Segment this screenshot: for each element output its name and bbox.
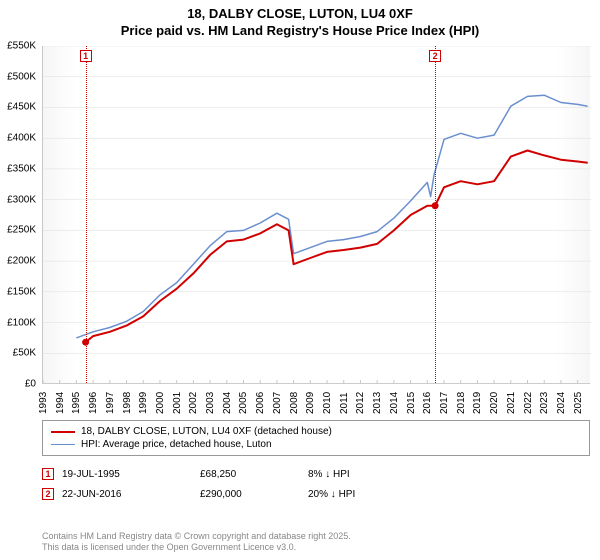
x-tick-label: 2023	[539, 392, 550, 414]
x-tick-label: 2022	[523, 392, 534, 414]
x-tick-label: 2018	[456, 392, 467, 414]
chart-svg	[43, 46, 591, 384]
transaction-delta: 20% ↓ HPI	[308, 489, 398, 500]
y-tick-label: £450K	[7, 102, 36, 113]
x-tick-label: 2007	[272, 392, 283, 414]
x-tick-label: 2009	[305, 392, 316, 414]
y-tick-label: £400K	[7, 133, 36, 144]
x-tick-label: 2017	[439, 392, 450, 414]
y-axis-labels: £0£50K£100K£150K£200K£250K£300K£350K£400…	[0, 46, 38, 384]
y-tick-label: £550K	[7, 41, 36, 52]
x-tick-label: 2015	[406, 392, 417, 414]
transactions-table: 1 19-JUL-1995 £68,250 8% ↓ HPI 2 22-JUN-…	[42, 464, 590, 504]
transaction-marker: 2	[42, 488, 54, 500]
x-tick-label: 2025	[573, 392, 584, 414]
transaction-delta: 8% ↓ HPI	[308, 469, 398, 480]
legend-label: HPI: Average price, detached house, Luto…	[81, 439, 272, 450]
chart-title: 18, DALBY CLOSE, LUTON, LU4 0XF Price pa…	[0, 0, 600, 40]
legend-swatch	[51, 444, 75, 445]
y-tick-label: £300K	[7, 194, 36, 205]
sale-marker-box: 1	[80, 50, 92, 62]
x-tick-label: 2003	[205, 392, 216, 414]
legend-item: HPI: Average price, detached house, Luto…	[51, 438, 581, 451]
x-tick-label: 2002	[188, 392, 199, 414]
x-tick-label: 2000	[155, 392, 166, 414]
sale-marker-vline	[435, 46, 436, 383]
x-tick-label: 2014	[389, 392, 400, 414]
x-tick-label: 2020	[489, 392, 500, 414]
y-tick-label: £500K	[7, 71, 36, 82]
x-tick-label: 2005	[238, 392, 249, 414]
legend-swatch	[51, 431, 75, 433]
x-tick-label: 1996	[88, 392, 99, 414]
transaction-price: £290,000	[200, 489, 300, 500]
x-tick-label: 2012	[355, 392, 366, 414]
y-tick-label: £350K	[7, 163, 36, 174]
legend-label: 18, DALBY CLOSE, LUTON, LU4 0XF (detache…	[81, 426, 332, 437]
y-tick-label: £0	[25, 379, 36, 390]
x-tick-label: 1999	[138, 392, 149, 414]
transaction-date: 19-JUL-1995	[62, 469, 192, 480]
title-line1: 18, DALBY CLOSE, LUTON, LU4 0XF	[187, 6, 413, 21]
x-tick-label: 2006	[255, 392, 266, 414]
x-tick-label: 1995	[71, 392, 82, 414]
x-tick-label: 1993	[38, 392, 49, 414]
transaction-marker: 1	[42, 468, 54, 480]
plot-area: 12	[42, 46, 590, 384]
x-tick-label: 1998	[122, 392, 133, 414]
x-tick-label: 2008	[289, 392, 300, 414]
footer-line2: This data is licensed under the Open Gov…	[42, 542, 296, 552]
x-tick-label: 1997	[105, 392, 116, 414]
sale-marker-box: 2	[429, 50, 441, 62]
series-property	[86, 151, 588, 343]
transaction-row: 2 22-JUN-2016 £290,000 20% ↓ HPI	[42, 484, 590, 504]
x-tick-label: 2001	[172, 392, 183, 414]
transaction-price: £68,250	[200, 469, 300, 480]
x-tick-label: 2004	[222, 392, 233, 414]
legend-item: 18, DALBY CLOSE, LUTON, LU4 0XF (detache…	[51, 425, 581, 438]
x-tick-label: 2021	[506, 392, 517, 414]
x-tick-label: 1994	[55, 392, 66, 414]
transaction-row: 1 19-JUL-1995 £68,250 8% ↓ HPI	[42, 464, 590, 484]
footer-line1: Contains HM Land Registry data © Crown c…	[42, 531, 351, 541]
x-tick-label: 2013	[372, 392, 383, 414]
transaction-date: 22-JUN-2016	[62, 489, 192, 500]
x-tick-label: 2011	[339, 392, 350, 414]
y-tick-label: £100K	[7, 317, 36, 328]
y-tick-label: £250K	[7, 225, 36, 236]
legend: 18, DALBY CLOSE, LUTON, LU4 0XF (detache…	[42, 420, 590, 456]
attribution-footer: Contains HM Land Registry data © Crown c…	[42, 531, 351, 554]
series-hpi	[76, 95, 587, 338]
y-tick-label: £200K	[7, 256, 36, 267]
y-tick-label: £50K	[13, 348, 36, 359]
x-tick-label: 2024	[556, 392, 567, 414]
x-tick-label: 2010	[322, 392, 333, 414]
chart-container: 18, DALBY CLOSE, LUTON, LU4 0XF Price pa…	[0, 0, 600, 560]
x-tick-label: 2016	[422, 392, 433, 414]
y-tick-label: £150K	[7, 286, 36, 297]
title-line2: Price paid vs. HM Land Registry's House …	[121, 23, 480, 38]
x-tick-label: 2019	[472, 392, 483, 414]
sale-marker-vline	[86, 46, 87, 383]
